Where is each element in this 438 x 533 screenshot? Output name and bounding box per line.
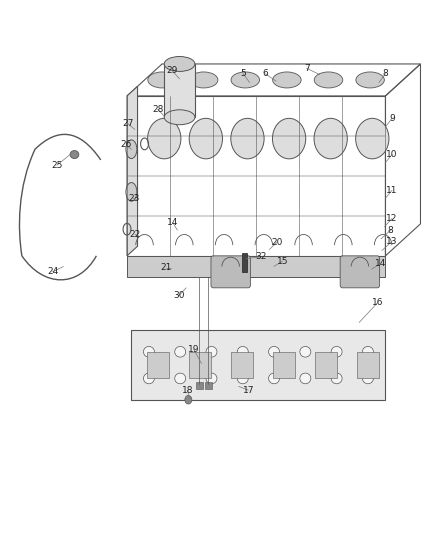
Ellipse shape [237, 373, 248, 384]
Text: 17: 17 [243, 386, 254, 394]
Ellipse shape [231, 72, 259, 88]
Polygon shape [131, 330, 385, 400]
Text: 20: 20 [271, 238, 283, 247]
Ellipse shape [268, 373, 279, 384]
Circle shape [185, 395, 192, 404]
Circle shape [314, 118, 347, 159]
Ellipse shape [126, 182, 137, 201]
Text: 8: 8 [388, 226, 394, 235]
Text: 18: 18 [182, 386, 193, 394]
Ellipse shape [189, 72, 218, 88]
Bar [189, 352, 211, 378]
Circle shape [148, 118, 181, 159]
Text: 11: 11 [386, 186, 398, 195]
Bar [242, 253, 247, 272]
Text: 30: 30 [173, 292, 184, 300]
Bar [315, 352, 337, 378]
Text: 7: 7 [304, 64, 310, 72]
Ellipse shape [206, 373, 217, 384]
Text: 16: 16 [372, 298, 383, 307]
Text: 32: 32 [255, 253, 266, 261]
Text: 5: 5 [240, 69, 246, 78]
Bar [164, 64, 195, 117]
Text: 14: 14 [374, 260, 386, 268]
Circle shape [231, 118, 264, 159]
Text: 24: 24 [47, 268, 58, 276]
Ellipse shape [300, 373, 311, 384]
Text: 28: 28 [152, 105, 163, 114]
Circle shape [272, 118, 306, 159]
FancyBboxPatch shape [211, 256, 251, 288]
Text: 8: 8 [382, 69, 389, 78]
Text: 29: 29 [166, 66, 177, 75]
Bar [357, 352, 379, 378]
Bar [205, 382, 212, 389]
Bar [231, 352, 253, 378]
Text: 26: 26 [120, 141, 132, 149]
Text: 10: 10 [386, 150, 398, 159]
Bar [273, 352, 295, 378]
Text: 6: 6 [262, 69, 268, 78]
Text: 23: 23 [128, 194, 139, 203]
Text: 21: 21 [160, 263, 171, 272]
Ellipse shape [268, 346, 279, 357]
Ellipse shape [314, 72, 343, 88]
Ellipse shape [331, 373, 342, 384]
Ellipse shape [300, 346, 311, 357]
Text: 13: 13 [386, 237, 398, 246]
FancyBboxPatch shape [340, 256, 380, 288]
Ellipse shape [143, 373, 154, 384]
Text: 15: 15 [277, 257, 288, 265]
Text: 27: 27 [122, 119, 134, 128]
Circle shape [189, 118, 223, 159]
Text: 19: 19 [188, 345, 199, 353]
Ellipse shape [237, 346, 248, 357]
Ellipse shape [164, 56, 195, 71]
Circle shape [356, 118, 389, 159]
Bar [196, 382, 203, 389]
Ellipse shape [70, 150, 79, 159]
Text: 12: 12 [386, 214, 398, 223]
Ellipse shape [362, 373, 373, 384]
Ellipse shape [206, 346, 217, 357]
Ellipse shape [143, 346, 154, 357]
Polygon shape [127, 256, 385, 277]
Polygon shape [127, 86, 138, 256]
Text: 14: 14 [167, 219, 179, 227]
Ellipse shape [164, 110, 195, 125]
Ellipse shape [126, 140, 137, 159]
Text: 9: 9 [389, 114, 395, 123]
Text: 25: 25 [51, 161, 63, 169]
Ellipse shape [272, 72, 301, 88]
Ellipse shape [175, 373, 186, 384]
Text: 22: 22 [129, 230, 141, 239]
Ellipse shape [175, 346, 186, 357]
Ellipse shape [362, 346, 373, 357]
Ellipse shape [148, 72, 176, 88]
Ellipse shape [331, 346, 342, 357]
Ellipse shape [356, 72, 385, 88]
Bar [147, 352, 169, 378]
